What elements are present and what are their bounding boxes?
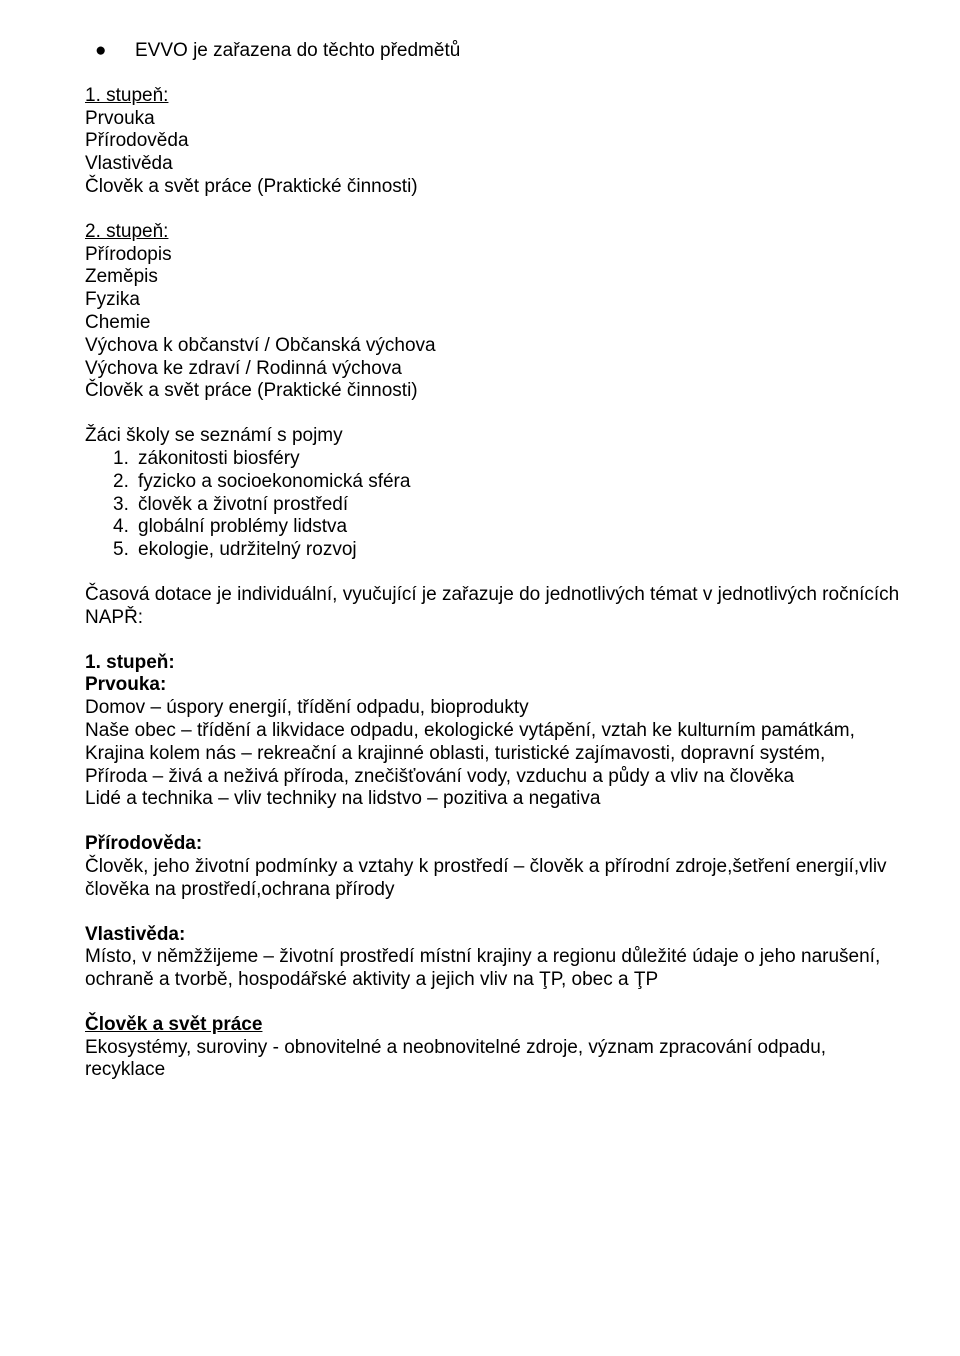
list-text: zákonitosti biosféry [138, 448, 910, 471]
stage1-heading: 1. stupeň: [85, 85, 910, 108]
prirodoveda-text: Člověk, jeho životní podmínky a vztahy k… [85, 856, 910, 902]
stage2-intro: 2. stupeň: Přírodopis Zeměpis Fyzika Che… [85, 221, 910, 403]
clovek-block: Člověk a svět práce Ekosystémy, suroviny… [85, 1014, 910, 1082]
list-number: 4. [113, 516, 138, 539]
prvouka-line: Krajina kolem nás – rekreační a krajinné… [85, 743, 910, 766]
concepts-list: 1.zákonitosti biosféry 2.fyzicko a socio… [85, 448, 910, 562]
dotace-line2: NAPŘ: [85, 607, 910, 630]
stage2-heading: 2. stupeň: [85, 221, 910, 244]
clovek-title: Člověk a svět práce [85, 1014, 910, 1037]
list-number: 1. [113, 448, 138, 471]
prvouka-line: Domov – úspory energií, třídění odpadu, … [85, 697, 910, 720]
dotace-block: Časová dotace je individuální, vyučující… [85, 584, 910, 630]
stage2-line: Zeměpis [85, 266, 910, 289]
prirodoveda-title: Přírodověda: [85, 833, 910, 856]
stage2-line: Člověk a svět práce (Praktické činnosti) [85, 380, 910, 403]
list-item: 1.zákonitosti biosféry [113, 448, 910, 471]
list-text: fyzicko a socioekonomická sféra [138, 471, 910, 494]
prirodoveda-block: Přírodověda: Člověk, jeho životní podmín… [85, 833, 910, 901]
vlastiveda-title: Vlastivěda: [85, 924, 910, 947]
bullet-item: ● EVVO je zařazena do těchto předmětů [85, 40, 910, 63]
clovek-text: Ekosystémy, suroviny - obnovitelné a neo… [85, 1037, 910, 1083]
prvouka-line: Lidé a technika – vliv techniky na lidst… [85, 788, 910, 811]
stage1-intro: 1. stupeň: Prvouka Přírodověda Vlastivěd… [85, 85, 910, 199]
list-item: 4.globální problémy lidstva [113, 516, 910, 539]
list-number: 2. [113, 471, 138, 494]
stage1-line: Vlastivěda [85, 153, 910, 176]
stage2-line: Chemie [85, 312, 910, 335]
stage2-line: Výchova ke zdraví / Rodinná výchova [85, 358, 910, 381]
stage1-line: Prvouka [85, 108, 910, 131]
bullet-dot: ● [85, 40, 135, 63]
list-number: 3. [113, 494, 138, 517]
stage2-line: Přírodopis [85, 244, 910, 267]
list-item: 3.člověk a životní prostředí [113, 494, 910, 517]
list-number: 5. [113, 539, 138, 562]
stage1-detail-heading: 1. stupeň: [85, 652, 910, 675]
stage1-line: Člověk a svět práce (Praktické činnosti) [85, 176, 910, 199]
stage1-line: Přírodověda [85, 130, 910, 153]
prvouka-line: Příroda – živá a neživá příroda, znečišť… [85, 766, 910, 789]
dotace-line1: Časová dotace je individuální, vyučující… [85, 584, 910, 607]
prvouka-line: Naše obec – třídění a likvidace odpadu, … [85, 720, 910, 743]
stage2-line: Fyzika [85, 289, 910, 312]
list-item: 2.fyzicko a socioekonomická sféra [113, 471, 910, 494]
bullet-text: EVVO je zařazena do těchto předmětů [135, 40, 910, 63]
prvouka-title: Prvouka: [85, 674, 910, 697]
list-text: ekologie, udržitelný rozvoj [138, 539, 910, 562]
concepts-lead: Žáci školy se seznámí s pojmy [85, 425, 910, 448]
vlastiveda-text: Místo, v němžžijeme – životní prostředí … [85, 946, 910, 992]
list-item: 5.ekologie, udržitelný rozvoj [113, 539, 910, 562]
concepts-block: Žáci školy se seznámí s pojmy 1.zákonito… [85, 425, 910, 562]
list-text: člověk a životní prostředí [138, 494, 910, 517]
stage1-detail: 1. stupeň: Prvouka: Domov – úspory energ… [85, 652, 910, 812]
list-text: globální problémy lidstva [138, 516, 910, 539]
stage2-line: Výchova k občanství / Občanská výchova [85, 335, 910, 358]
vlastiveda-block: Vlastivěda: Místo, v němžžijeme – životn… [85, 924, 910, 992]
